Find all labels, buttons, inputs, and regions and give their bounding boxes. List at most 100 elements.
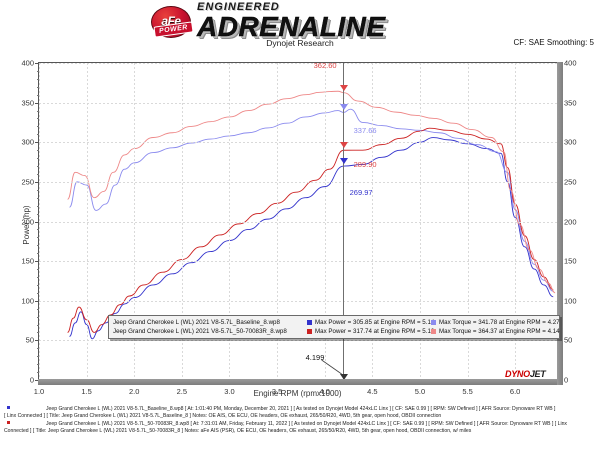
adrenaline-wordmark: ENGINEERED ADRENALINE xyxy=(197,1,386,41)
torque-color-swatch xyxy=(431,320,436,325)
x-tick-label: 3.5 xyxy=(271,387,283,396)
legend-row[interactable]: Jeep Grand Cherokee L (WL) 2021 V8-5.7L_… xyxy=(113,327,560,336)
y-minor-tick xyxy=(36,284,39,286)
y-tick-mark xyxy=(35,181,39,183)
series-line xyxy=(67,90,556,294)
cf-smoothing-label: CF: SAE Smoothing: 5 xyxy=(513,38,594,47)
y-tick-label-left: 150 xyxy=(21,256,34,266)
value-marker-icon xyxy=(339,84,348,91)
legend-max-torque-text: Max Torque = 341.78 at Engine RPM = 4.27 xyxy=(439,319,560,326)
x-axis-bar xyxy=(38,379,560,385)
series-line xyxy=(67,127,554,333)
power-color-swatch xyxy=(307,320,312,325)
footnote-entry: Jeep Grand Cherokee L (WL) 2021 V8-5.7L_… xyxy=(0,420,600,428)
legend-file-name: Jeep Grand Cherokee L (WL) 2021 V8-5.7L_… xyxy=(113,319,280,326)
footnote-entry-cont: [ Linx Connected ] [ Title: Jeep Grand C… xyxy=(0,413,600,420)
grid-line-horizontal xyxy=(39,300,558,302)
grid-line-vertical xyxy=(467,63,469,380)
y-axis-left-title: Power (hp) xyxy=(22,205,32,245)
y-tick-mark xyxy=(35,300,39,302)
x-tick-label: 2.5 xyxy=(176,387,188,396)
y-tick-mark xyxy=(35,142,39,144)
grid-line-vertical xyxy=(515,63,517,380)
legend-max-power: Max Power = 305.85 at Engine RPM = 5.14 xyxy=(307,318,435,327)
grid-line-vertical xyxy=(86,63,88,380)
y-minor-tick xyxy=(36,229,39,231)
x-tick-label: 2.0 xyxy=(129,387,140,396)
footnote-line: Jeep Grand Cherokee L (WL) 2021 V8-5.7L_… xyxy=(46,420,567,427)
y-minor-tick xyxy=(36,197,39,199)
y-minor-tick xyxy=(36,173,39,175)
footnotes: Jeep Grand Cherokee L (WL) 2021 V8-5.7L_… xyxy=(0,406,600,436)
x-tick-label: 1.0 xyxy=(33,387,45,396)
legend-row[interactable]: Jeep Grand Cherokee L (WL) 2021 V8-5.7L_… xyxy=(113,318,560,327)
legend-max-power-text: Max Power = 317.74 at Engine RPM = 5.10 xyxy=(315,328,435,335)
y-minor-tick xyxy=(36,78,39,80)
legend-max-torque-text: Max Torque = 364.37 at Engine RPM = 4.14 xyxy=(439,328,560,335)
y-minor-tick xyxy=(36,269,39,271)
y-minor-tick xyxy=(36,253,39,255)
grid-line-horizontal xyxy=(39,63,558,64)
x-tick-label: 4.0 xyxy=(319,387,330,396)
y-minor-tick xyxy=(36,292,39,294)
y-tick-label-left: 250 xyxy=(21,177,34,187)
value-label: 269.97 xyxy=(349,188,373,198)
afe-badge-icon: aFe POWER xyxy=(148,5,194,38)
y-minor-tick xyxy=(36,364,39,366)
y-minor-tick xyxy=(36,308,39,310)
y-tick-label-right: 200 xyxy=(564,217,577,226)
value-label: 362.60 xyxy=(313,60,337,70)
footnote-entry-cont: Connected ] [ Title: Jeep Grand Cherokee… xyxy=(0,428,600,435)
y-tick-label-right: 0 xyxy=(564,375,569,385)
y-minor-tick xyxy=(36,276,39,278)
y-tick-label-right: 400 xyxy=(564,58,577,68)
grid-line-vertical xyxy=(39,63,40,380)
y-tick-mark xyxy=(35,221,39,223)
modified-color-bullet xyxy=(7,420,10,424)
series-line xyxy=(69,137,554,340)
value-label: 337.66 xyxy=(353,126,377,136)
header: aFe POWER ENGINEERED ADRENALINE Dynojet … xyxy=(0,0,600,48)
y-minor-tick xyxy=(36,316,39,318)
y-tick-label-right: 50 xyxy=(564,335,573,345)
grid-line-horizontal xyxy=(39,340,558,342)
y-minor-tick xyxy=(36,245,39,247)
series-legend[interactable]: Jeep Grand Cherokee L (WL) 2021 V8-5.7L_… xyxy=(108,315,560,339)
y-tick-label-right: 100 xyxy=(564,296,577,306)
y-minor-tick xyxy=(36,189,39,191)
y-minor-tick xyxy=(36,348,39,350)
y-tick-label-left: 400 xyxy=(21,58,34,68)
engineered-text: ENGINEERED xyxy=(197,1,280,13)
y-minor-tick xyxy=(36,126,39,128)
grid-line-horizontal xyxy=(39,261,558,263)
value-label: 289.90 xyxy=(353,160,377,170)
grid-line-vertical xyxy=(229,63,231,380)
y-minor-tick xyxy=(36,166,39,168)
y-minor-tick xyxy=(36,110,39,112)
x-tick-label: 4.5 xyxy=(367,387,378,396)
y-tick-label-left: 350 xyxy=(21,98,34,108)
y-tick-label-left: 200 xyxy=(21,217,34,226)
y-tick-label-left: 100 xyxy=(21,296,34,306)
legend-max-power-text: Max Power = 305.85 at Engine RPM = 5.14 xyxy=(315,319,435,326)
value-marker-icon xyxy=(339,142,348,149)
y-tick-label-right: 350 xyxy=(564,98,577,108)
y-tick-label-left: 0 xyxy=(29,375,34,385)
cursor-line[interactable] xyxy=(342,63,345,380)
y-minor-tick xyxy=(36,372,39,374)
grid-line-vertical xyxy=(277,63,279,380)
grid-line-vertical xyxy=(419,63,421,380)
y-tick-mark xyxy=(35,380,39,381)
grid-line-horizontal xyxy=(39,142,558,144)
grid-line-horizontal xyxy=(39,181,558,183)
legend-max-torque: Max Torque = 364.37 at Engine RPM = 4.14 xyxy=(431,327,560,336)
torque-color-swatch xyxy=(431,329,436,334)
y-minor-tick xyxy=(36,134,39,136)
legend-max-power: Max Power = 317.74 at Engine RPM = 5.10 xyxy=(307,327,435,336)
cursor-rpm-label: 4.199 xyxy=(305,353,325,362)
y-tick-label-right: 250 xyxy=(564,177,577,187)
y-minor-tick xyxy=(36,205,39,207)
legend-max-torque: Max Torque = 341.78 at Engine RPM = 4.27 xyxy=(431,318,560,327)
y-minor-tick xyxy=(36,150,39,152)
